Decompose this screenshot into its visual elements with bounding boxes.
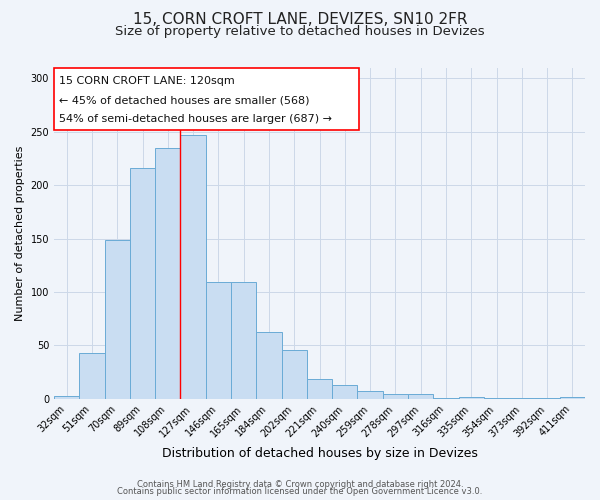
- Bar: [560, 397, 585, 399]
- FancyBboxPatch shape: [54, 68, 359, 130]
- Bar: [408, 394, 433, 399]
- Bar: [281, 350, 307, 399]
- Bar: [332, 385, 358, 399]
- Bar: [458, 397, 484, 399]
- Bar: [155, 148, 181, 399]
- Bar: [256, 332, 281, 399]
- Bar: [535, 398, 560, 399]
- Text: Contains HM Land Registry data © Crown copyright and database right 2024.: Contains HM Land Registry data © Crown c…: [137, 480, 463, 489]
- Bar: [433, 398, 458, 399]
- Bar: [383, 394, 408, 399]
- Text: Size of property relative to detached houses in Devizes: Size of property relative to detached ho…: [115, 25, 485, 38]
- Bar: [79, 353, 104, 399]
- Bar: [181, 135, 206, 399]
- Y-axis label: Number of detached properties: Number of detached properties: [15, 146, 25, 321]
- X-axis label: Distribution of detached houses by size in Devizes: Distribution of detached houses by size …: [161, 447, 478, 460]
- Bar: [130, 168, 155, 399]
- Bar: [231, 282, 256, 399]
- Bar: [358, 392, 383, 399]
- Bar: [484, 398, 509, 399]
- Bar: [104, 240, 130, 399]
- Text: 15, CORN CROFT LANE, DEVIZES, SN10 2FR: 15, CORN CROFT LANE, DEVIZES, SN10 2FR: [133, 12, 467, 28]
- Bar: [206, 282, 231, 399]
- Text: Contains public sector information licensed under the Open Government Licence v3: Contains public sector information licen…: [118, 487, 482, 496]
- Text: 54% of semi-detached houses are larger (687) →: 54% of semi-detached houses are larger (…: [59, 114, 332, 124]
- Text: ← 45% of detached houses are smaller (568): ← 45% of detached houses are smaller (56…: [59, 95, 310, 105]
- Text: 15 CORN CROFT LANE: 120sqm: 15 CORN CROFT LANE: 120sqm: [59, 76, 235, 86]
- Bar: [307, 378, 332, 399]
- Bar: [54, 396, 79, 399]
- Bar: [509, 398, 535, 399]
